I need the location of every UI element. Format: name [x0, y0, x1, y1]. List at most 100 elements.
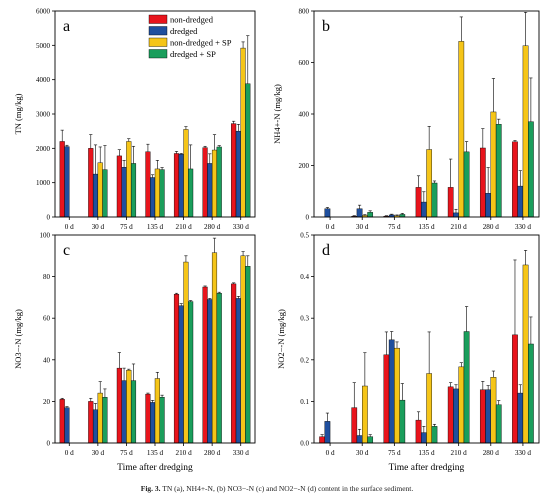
y-tick-label: 0.3	[300, 315, 309, 323]
panel-a: 0 1000 2000 3000 4000 5000 6000 0 d 30 d 75 d 135 …	[13, 8, 256, 231]
bar	[211, 149, 218, 218]
y-axis-label: NO2−-N (mg/kg)	[276, 309, 286, 369]
bar	[453, 212, 459, 218]
bar	[463, 151, 470, 218]
bar	[356, 208, 363, 218]
bar	[324, 208, 331, 218]
bar	[517, 392, 524, 444]
bar	[528, 121, 534, 218]
bar	[447, 187, 454, 218]
bar	[88, 148, 94, 218]
caption-text: TN (a), NH4+-N, (b) NO3−-N (c) and NO2−-…	[162, 484, 414, 493]
y-tick-label: 0.1	[300, 398, 309, 406]
x-tick-label: 210 d	[175, 449, 192, 457]
bar	[121, 380, 127, 444]
bar	[97, 392, 103, 444]
bar	[216, 293, 222, 444]
legend-swatch	[148, 37, 168, 47]
bar	[479, 389, 486, 444]
x-tick-label: 330 d	[233, 449, 250, 457]
y-tick-label: 0.0	[300, 440, 309, 448]
y-tick-label: 4000	[36, 76, 51, 84]
y-tick-label: 20	[43, 398, 51, 406]
panel-letter: d	[322, 242, 330, 259]
x-tick-label: 135 d	[147, 449, 164, 457]
bar	[512, 141, 518, 218]
bar	[150, 402, 156, 444]
bar	[154, 378, 160, 444]
bar	[64, 146, 70, 218]
x-tick-label: 330 d	[233, 223, 250, 231]
x-tick-label: 75 d	[388, 449, 401, 457]
bar	[485, 389, 491, 444]
bar	[420, 432, 427, 444]
y-axis-label: NO3−-N (mg/kg)	[13, 309, 23, 369]
legend-label: non-dredged + SP	[170, 38, 232, 48]
x-tick-label: 210 d	[451, 223, 468, 231]
bar	[92, 173, 99, 218]
x-tick-label: 75 d	[120, 223, 133, 231]
bar	[383, 354, 390, 444]
bar	[159, 169, 165, 218]
legend-swatch	[148, 26, 168, 36]
x-tick-label: 0 d	[326, 449, 335, 457]
bar	[116, 367, 122, 444]
y-tick-label: 800	[299, 8, 310, 16]
bar	[154, 168, 160, 218]
bar	[351, 407, 358, 444]
bar	[130, 380, 137, 444]
x-tick-label: 280 d	[204, 449, 221, 457]
bar	[102, 397, 108, 444]
bar	[479, 147, 486, 218]
bar	[415, 419, 422, 444]
bar	[458, 366, 465, 444]
panel-c: 0 20 40 60 80 100 0 d 30 d 75 d 135 d 210 d 280 d 33…	[13, 232, 256, 473]
y-tick-label: 0	[47, 440, 51, 448]
bar	[394, 347, 400, 444]
y-tick-label: 0	[47, 214, 51, 222]
panel-b: 0 200 400 600 800 0 d 30 d 75 d 135 d 210 d 280 d 3…	[272, 8, 540, 231]
bar	[420, 201, 427, 218]
bar	[426, 373, 433, 444]
y-tick-label: 0.4	[300, 273, 309, 281]
bar	[388, 339, 395, 444]
bar	[231, 283, 237, 444]
x-tick-label: 210 d	[175, 223, 192, 231]
legend-label: dredged	[170, 26, 198, 36]
plot-frame	[313, 234, 540, 444]
x-tick-label: 30 d	[92, 223, 105, 231]
bar	[495, 124, 502, 218]
bar	[490, 377, 497, 444]
bar	[211, 252, 218, 444]
caption-label: Fig. 3.	[140, 484, 161, 493]
bar	[59, 141, 65, 218]
plot-frame	[54, 234, 256, 444]
panel-letter: a	[63, 18, 70, 35]
bar	[463, 331, 470, 444]
bar	[150, 177, 156, 218]
y-axis-label: TN (mg/kg)	[13, 93, 23, 134]
bar	[145, 393, 151, 444]
x-tick-label: 135 d	[418, 449, 435, 457]
bar	[367, 436, 374, 444]
x-axis-label: Time after dredging	[389, 462, 465, 473]
y-tick-label: 6000	[36, 8, 51, 16]
y-tick-label: 1000	[36, 179, 51, 187]
y-tick-label: 0.2	[300, 356, 309, 364]
bar	[522, 45, 529, 218]
x-tick-label: 210 d	[451, 449, 468, 457]
x-tick-label: 75 d	[388, 223, 401, 231]
bar	[178, 305, 184, 444]
bar	[97, 162, 103, 218]
bar	[415, 187, 422, 218]
x-tick-label: 280 d	[483, 449, 500, 457]
bar	[522, 264, 529, 444]
bar	[178, 153, 184, 218]
bar	[207, 163, 213, 218]
plot-frame	[313, 10, 540, 218]
bar	[116, 155, 122, 218]
panel-letter: c	[63, 242, 70, 259]
bar	[356, 435, 363, 444]
bar	[528, 343, 534, 444]
